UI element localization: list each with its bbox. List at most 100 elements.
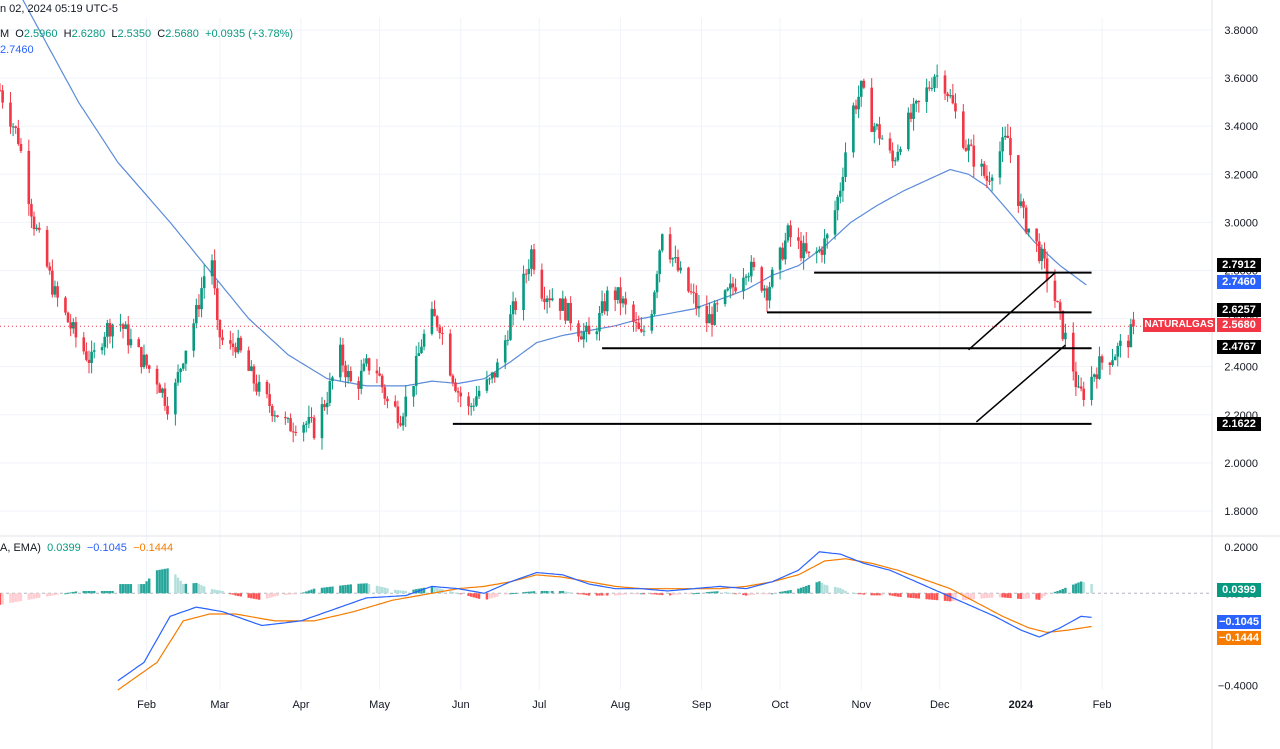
macd-histogram-bar bbox=[197, 584, 201, 594]
candle-body bbox=[616, 287, 620, 300]
macd-histogram-bar bbox=[200, 585, 203, 594]
macd-histogram-bar bbox=[82, 590, 85, 594]
price-tick-label: 3.8000 bbox=[1224, 25, 1258, 37]
macd-histogram-bar bbox=[176, 577, 180, 594]
level-tag-2.7912[interactable]: 2.7912 bbox=[1217, 258, 1261, 272]
candle-body bbox=[710, 314, 714, 325]
level-tag-2.4767[interactable]: 2.4767 bbox=[1217, 340, 1261, 354]
candle-body bbox=[257, 381, 261, 392]
candle-body bbox=[896, 151, 900, 161]
candle-body bbox=[106, 323, 109, 337]
moving-average-line bbox=[22, 0, 1087, 387]
candle-body bbox=[64, 297, 67, 313]
macd-histogram-bar bbox=[229, 593, 232, 595]
macd-histogram-bar bbox=[365, 583, 368, 594]
candle-body bbox=[108, 323, 112, 337]
macd-signal-line bbox=[117, 558, 1092, 691]
candle-body bbox=[634, 322, 638, 324]
macd-histogram-bar bbox=[456, 593, 460, 595]
candle-body bbox=[284, 416, 287, 419]
candle-body bbox=[231, 343, 235, 348]
candle-body bbox=[1071, 332, 1075, 372]
macd-histogram-bar bbox=[255, 593, 258, 600]
macd-histogram-bar bbox=[166, 568, 169, 594]
macd-histogram-bar bbox=[763, 593, 766, 595]
candle-body bbox=[726, 288, 730, 291]
candle-body bbox=[888, 138, 892, 151]
candle-body bbox=[1024, 207, 1028, 233]
channel-line bbox=[968, 272, 1056, 351]
macd-tick-label: 0.2000 bbox=[1224, 542, 1258, 554]
macd-histogram-bar bbox=[579, 593, 583, 595]
macd-histogram-bar bbox=[273, 593, 277, 597]
candle-body bbox=[140, 347, 143, 368]
candle-body bbox=[1082, 388, 1086, 400]
level-tag-2.6257[interactable]: 2.6257 bbox=[1217, 303, 1261, 317]
macd-histogram-bar bbox=[1022, 593, 1025, 599]
macd-histogram-bar bbox=[202, 586, 206, 594]
macd-histogram-bar bbox=[543, 590, 546, 594]
macd-histogram-bar bbox=[108, 590, 112, 594]
time-tick-label: Jun bbox=[452, 699, 470, 711]
candle-body bbox=[708, 314, 711, 324]
candle-body bbox=[587, 325, 591, 335]
candle-body bbox=[320, 404, 324, 439]
last-price-tag: 2.5680 bbox=[1217, 318, 1261, 332]
candle-body bbox=[671, 258, 675, 260]
candle-body bbox=[100, 347, 104, 351]
price-tick-label: 3.4000 bbox=[1224, 121, 1258, 133]
macd-histogram-bar bbox=[734, 593, 737, 595]
macd-histogram-bar bbox=[119, 584, 122, 594]
candle-body bbox=[789, 225, 792, 238]
candle-body bbox=[823, 238, 826, 255]
macd-histogram-bar bbox=[548, 590, 551, 594]
candle-body bbox=[1100, 356, 1104, 363]
macd-histogram-bar bbox=[613, 593, 617, 596]
macd-histogram-bar bbox=[946, 593, 949, 602]
macd-histogram-bar bbox=[1006, 593, 1010, 598]
candle-body bbox=[852, 105, 855, 153]
candle-body bbox=[815, 251, 819, 253]
candle-body bbox=[715, 303, 719, 305]
macd-histogram-bar bbox=[302, 592, 305, 594]
time-axis[interactable]: Feb Mar Apr May Jun Jul Aug Sep Oct Nov Dec 2024 Feb bbox=[137, 699, 1111, 711]
candle-body bbox=[1, 90, 4, 103]
macd-histogram-bar bbox=[928, 593, 931, 600]
time-tick-label: Aug bbox=[611, 699, 631, 711]
candle-body bbox=[469, 405, 473, 407]
candle-body bbox=[595, 331, 599, 335]
level-tag-2.1622[interactable]: 2.1622 bbox=[1217, 417, 1261, 431]
macd-histogram-bar bbox=[182, 584, 185, 594]
candle-body bbox=[985, 175, 989, 181]
candle-body bbox=[17, 127, 20, 144]
candle-body bbox=[121, 324, 125, 329]
candle-body bbox=[566, 302, 570, 321]
macd-tick-label: −0.4000 bbox=[1218, 680, 1258, 692]
candle-body bbox=[859, 80, 863, 97]
candle-body bbox=[414, 355, 418, 386]
macd-histogram-bar bbox=[1019, 593, 1023, 600]
macd-histogram-bar bbox=[697, 592, 701, 594]
macd-histogram-bar bbox=[841, 589, 845, 594]
candle-body bbox=[451, 375, 455, 383]
macd-histogram-bar bbox=[56, 593, 59, 595]
macd-histogram-bar bbox=[477, 593, 481, 599]
candle-body bbox=[126, 324, 130, 346]
macd-histogram-bar bbox=[637, 593, 640, 595]
macd-histogram-bar bbox=[430, 586, 434, 594]
candle-body bbox=[674, 257, 677, 259]
high-value: 2.6280 bbox=[71, 28, 106, 40]
candle-body bbox=[349, 371, 353, 382]
horizontal-levels[interactable] bbox=[0, 271, 1212, 425]
candle-body bbox=[346, 371, 350, 378]
macd-histogram-bar bbox=[237, 593, 240, 597]
time-tick-label: Apr bbox=[292, 699, 309, 711]
candle-body bbox=[32, 216, 36, 230]
macd-histogram-bar bbox=[380, 586, 384, 594]
candle-body bbox=[807, 251, 811, 253]
macd-histogram-bar bbox=[323, 587, 326, 594]
macd-histogram-bar bbox=[1004, 593, 1007, 598]
macd-histogram-bar bbox=[558, 590, 562, 594]
candle-body bbox=[1061, 310, 1065, 340]
